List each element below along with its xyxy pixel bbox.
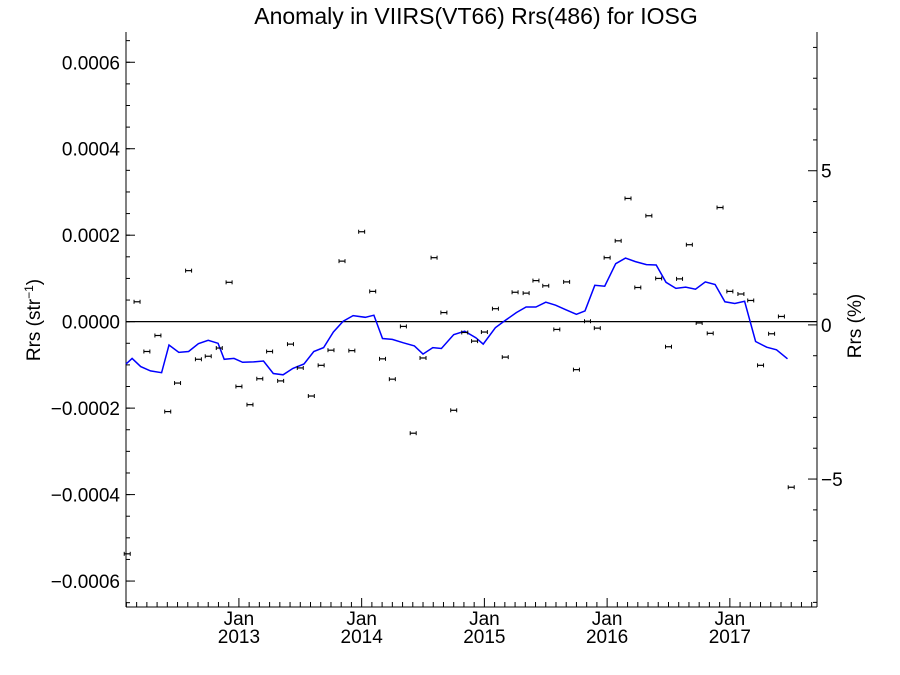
data-point xyxy=(286,342,294,347)
data-point xyxy=(194,357,202,362)
data-point xyxy=(266,349,274,354)
y-axis-left-label-main: Rrs (str xyxy=(24,298,45,361)
data-point xyxy=(235,384,243,389)
data-point xyxy=(225,280,233,285)
x-tick-label-year: 2016 xyxy=(586,627,628,648)
data-point xyxy=(440,310,448,315)
data-point xyxy=(664,344,672,349)
data-point xyxy=(757,363,765,368)
data-point xyxy=(133,299,141,304)
chart-title: Anomaly in VIIRS(VT66) Rrs(486) for IOSG xyxy=(254,3,698,29)
data-point xyxy=(204,354,212,359)
data-point xyxy=(572,367,580,372)
data-point xyxy=(164,409,172,414)
data-point xyxy=(726,289,734,294)
data-point xyxy=(277,378,285,383)
data-point xyxy=(532,278,540,283)
y-axis-left-label: Rrs (str−1) xyxy=(22,279,45,361)
x-tick-label-year: 2017 xyxy=(709,627,751,648)
data-point xyxy=(655,276,663,281)
data-point xyxy=(706,331,714,336)
data-point xyxy=(388,377,396,382)
x-tick-label-year: 2013 xyxy=(218,627,260,648)
y-axis-left-ticks: 0.0006 0.0004 0.0002 0.0000 −0.0002 −0.0004 −0… xyxy=(51,40,135,604)
data-point xyxy=(787,485,795,490)
data-point xyxy=(419,355,427,360)
data-point xyxy=(747,298,755,303)
y-axis-left-label-superscript: −1 xyxy=(22,285,36,299)
data-point xyxy=(399,324,407,329)
data-point xyxy=(501,355,509,360)
data-point xyxy=(296,365,304,370)
data-point xyxy=(563,279,571,284)
x-tick-label-month: Jan xyxy=(224,609,255,630)
y-right-tick-label: −5 xyxy=(821,470,843,491)
data-point xyxy=(676,276,684,281)
data-point xyxy=(256,376,264,381)
data-point xyxy=(430,255,438,260)
data-point xyxy=(491,306,499,311)
data-point xyxy=(737,291,745,296)
x-tick-label-year: 2015 xyxy=(463,627,505,648)
data-point xyxy=(716,205,724,210)
data-point xyxy=(511,290,519,295)
y-left-tick-label: 0.0004 xyxy=(62,140,121,161)
data-point xyxy=(471,339,479,344)
data-point xyxy=(369,289,377,294)
data-point xyxy=(246,402,254,407)
x-tick-label-month: Jan xyxy=(715,609,746,630)
data-point xyxy=(603,255,611,260)
x-tick-label-month: Jan xyxy=(592,609,623,630)
data-point xyxy=(695,320,703,325)
y-axis-right-ticks: 5 0 −5 xyxy=(808,46,843,603)
data-point xyxy=(174,381,182,386)
data-point xyxy=(645,213,653,218)
y-axis-left-label-close: ) xyxy=(24,279,45,285)
y-left-tick-label: 0.0006 xyxy=(62,53,120,74)
y-right-tick-label: 0 xyxy=(821,316,832,337)
data-point xyxy=(338,259,346,264)
data-point xyxy=(461,330,469,335)
data-point xyxy=(154,333,162,338)
y-right-tick-label: 5 xyxy=(821,162,832,183)
data-point xyxy=(624,196,632,201)
data-point xyxy=(379,356,387,361)
data-point xyxy=(583,319,591,324)
data-point xyxy=(542,283,550,288)
x-tick-label-year: 2014 xyxy=(341,627,384,648)
monthly-anomaly-points xyxy=(123,196,795,556)
y-left-tick-label: 0.0002 xyxy=(62,226,120,247)
x-tick-label-month: Jan xyxy=(469,609,500,630)
smoothed-anomaly-line xyxy=(125,257,788,376)
data-point xyxy=(409,431,417,436)
data-point xyxy=(450,408,458,413)
data-point xyxy=(143,349,151,354)
data-point xyxy=(215,346,223,351)
y-left-tick-label: −0.0004 xyxy=(51,486,121,507)
data-point xyxy=(358,229,366,234)
data-point xyxy=(317,363,325,368)
x-tick-label-month: Jan xyxy=(346,609,377,630)
data-point xyxy=(634,285,642,290)
data-point xyxy=(522,291,530,296)
data-point xyxy=(348,348,356,353)
y-left-tick-label: −0.0006 xyxy=(51,572,120,593)
data-point xyxy=(593,326,601,331)
data-point xyxy=(480,330,488,335)
data-point xyxy=(777,314,785,319)
data-point xyxy=(307,394,315,399)
data-point xyxy=(685,242,693,247)
data-point xyxy=(768,331,776,336)
data-point xyxy=(614,238,622,243)
y-left-tick-label: 0.0000 xyxy=(62,313,120,334)
y-axis-right-label: Rrs (%) xyxy=(845,294,866,358)
y-left-tick-label: −0.0002 xyxy=(51,399,120,420)
data-point xyxy=(327,348,335,353)
data-point xyxy=(553,327,561,332)
chart-axes xyxy=(125,32,818,608)
data-point xyxy=(123,551,131,556)
data-point xyxy=(185,268,193,273)
